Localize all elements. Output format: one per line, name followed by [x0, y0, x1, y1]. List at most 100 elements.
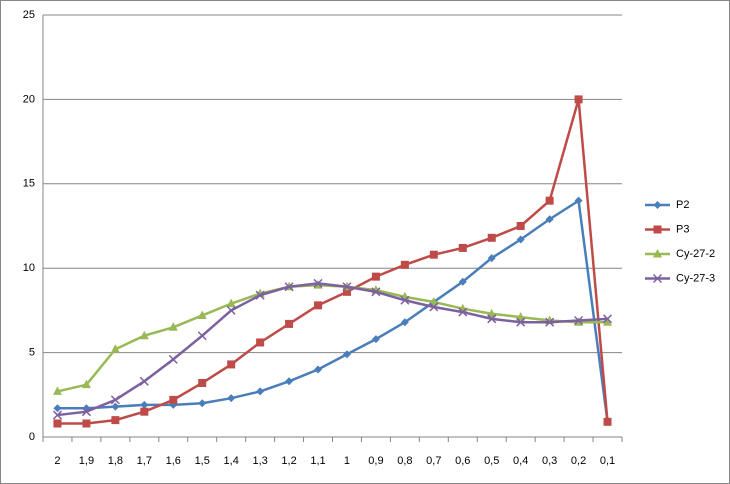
data-point	[110, 395, 120, 405]
data-point	[168, 322, 178, 331]
data-point	[400, 260, 409, 269]
data-point	[574, 315, 584, 326]
x-tick-label: 1,9	[79, 455, 94, 467]
data-point	[81, 379, 91, 389]
data-point	[516, 312, 526, 321]
data-point	[342, 282, 352, 292]
x-tick-label: 1,1	[310, 455, 325, 467]
data-point	[284, 282, 294, 292]
x-tick-label: 1,7	[137, 455, 152, 467]
y-tick-label: 25	[23, 9, 35, 21]
data-point	[545, 317, 555, 327]
data-point	[371, 335, 380, 344]
data-point	[314, 301, 323, 310]
data-point	[487, 308, 497, 318]
legend-label: P3	[676, 223, 689, 235]
data-point	[226, 298, 236, 308]
data-point	[602, 314, 613, 324]
data-point	[429, 302, 439, 312]
legend-marker	[653, 225, 662, 234]
legend-marker	[652, 273, 663, 284]
data-point	[111, 416, 120, 425]
data-point	[400, 318, 409, 327]
data-point	[255, 290, 265, 300]
data-point	[342, 350, 351, 359]
data-point	[400, 295, 410, 305]
series-line	[57, 282, 608, 417]
data-point	[516, 222, 525, 230]
data-point	[285, 377, 294, 386]
data-point	[285, 319, 294, 328]
x-tick-label: 1,3	[252, 455, 267, 467]
series-line	[57, 99, 609, 425]
x-tick-label: 0,6	[455, 455, 470, 467]
data-point	[516, 235, 525, 244]
data-point	[429, 250, 438, 259]
x-tick-label: 1,2	[281, 455, 296, 467]
data-point	[169, 395, 178, 404]
data-point	[140, 400, 149, 409]
data-point	[256, 387, 265, 396]
legend-label: P2	[676, 199, 689, 211]
data-point	[516, 317, 526, 327]
y-tick-label: 20	[23, 93, 35, 105]
data-point	[458, 277, 467, 286]
legend-marker	[653, 249, 662, 258]
x-tick-label: 0,1	[600, 455, 615, 467]
data-point	[429, 296, 439, 306]
y-tick-label: 5	[29, 347, 35, 359]
data-point	[139, 376, 149, 386]
x-tick-label: 1,5	[195, 455, 210, 467]
data-point	[140, 407, 149, 416]
data-point	[226, 305, 236, 315]
legend-label: Cy-27-3	[676, 272, 715, 284]
data-point	[168, 354, 178, 364]
data-point	[197, 331, 207, 341]
data-point	[342, 287, 351, 296]
data-point	[487, 314, 497, 324]
data-point	[139, 330, 149, 340]
data-point	[81, 407, 91, 417]
data-point	[487, 233, 496, 242]
data-point	[458, 307, 468, 317]
data-point	[603, 317, 613, 326]
x-tick-label: 0,7	[426, 455, 441, 467]
data-point	[197, 310, 207, 319]
data-point	[603, 417, 612, 426]
data-point	[371, 272, 380, 281]
data-point	[227, 360, 236, 369]
y-tick-label: 0	[29, 431, 35, 443]
data-point	[371, 287, 381, 297]
x-tick-label: 0,4	[513, 455, 528, 467]
data-point	[574, 95, 583, 104]
x-tick-label: 0,5	[484, 455, 499, 467]
x-tick-label: 0,3	[542, 455, 557, 467]
data-point	[227, 394, 236, 403]
x-tick-label: 2	[54, 455, 60, 467]
data-point	[198, 399, 207, 408]
data-point	[256, 338, 265, 347]
series-line	[57, 198, 609, 422]
y-tick-label: 15	[23, 178, 35, 190]
data-point	[574, 196, 583, 205]
data-point	[313, 278, 323, 288]
data-point	[53, 404, 62, 413]
legend-label: Cy-27-2	[676, 248, 715, 260]
legend-marker	[653, 201, 662, 209]
x-tick-label: 1,4	[224, 455, 239, 467]
data-point	[545, 215, 554, 224]
data-point	[487, 254, 496, 263]
x-tick-label: 0,8	[397, 455, 412, 467]
data-point	[110, 344, 120, 353]
data-point	[458, 243, 467, 252]
data-point	[198, 378, 207, 387]
x-tick-label: 0,9	[368, 455, 383, 467]
x-tick-label: 1	[344, 455, 350, 467]
data-point	[314, 365, 323, 374]
data-point	[111, 402, 120, 411]
x-tick-label: 0,2	[571, 455, 586, 467]
data-point	[52, 410, 63, 420]
x-tick-label: 1,6	[166, 455, 181, 467]
